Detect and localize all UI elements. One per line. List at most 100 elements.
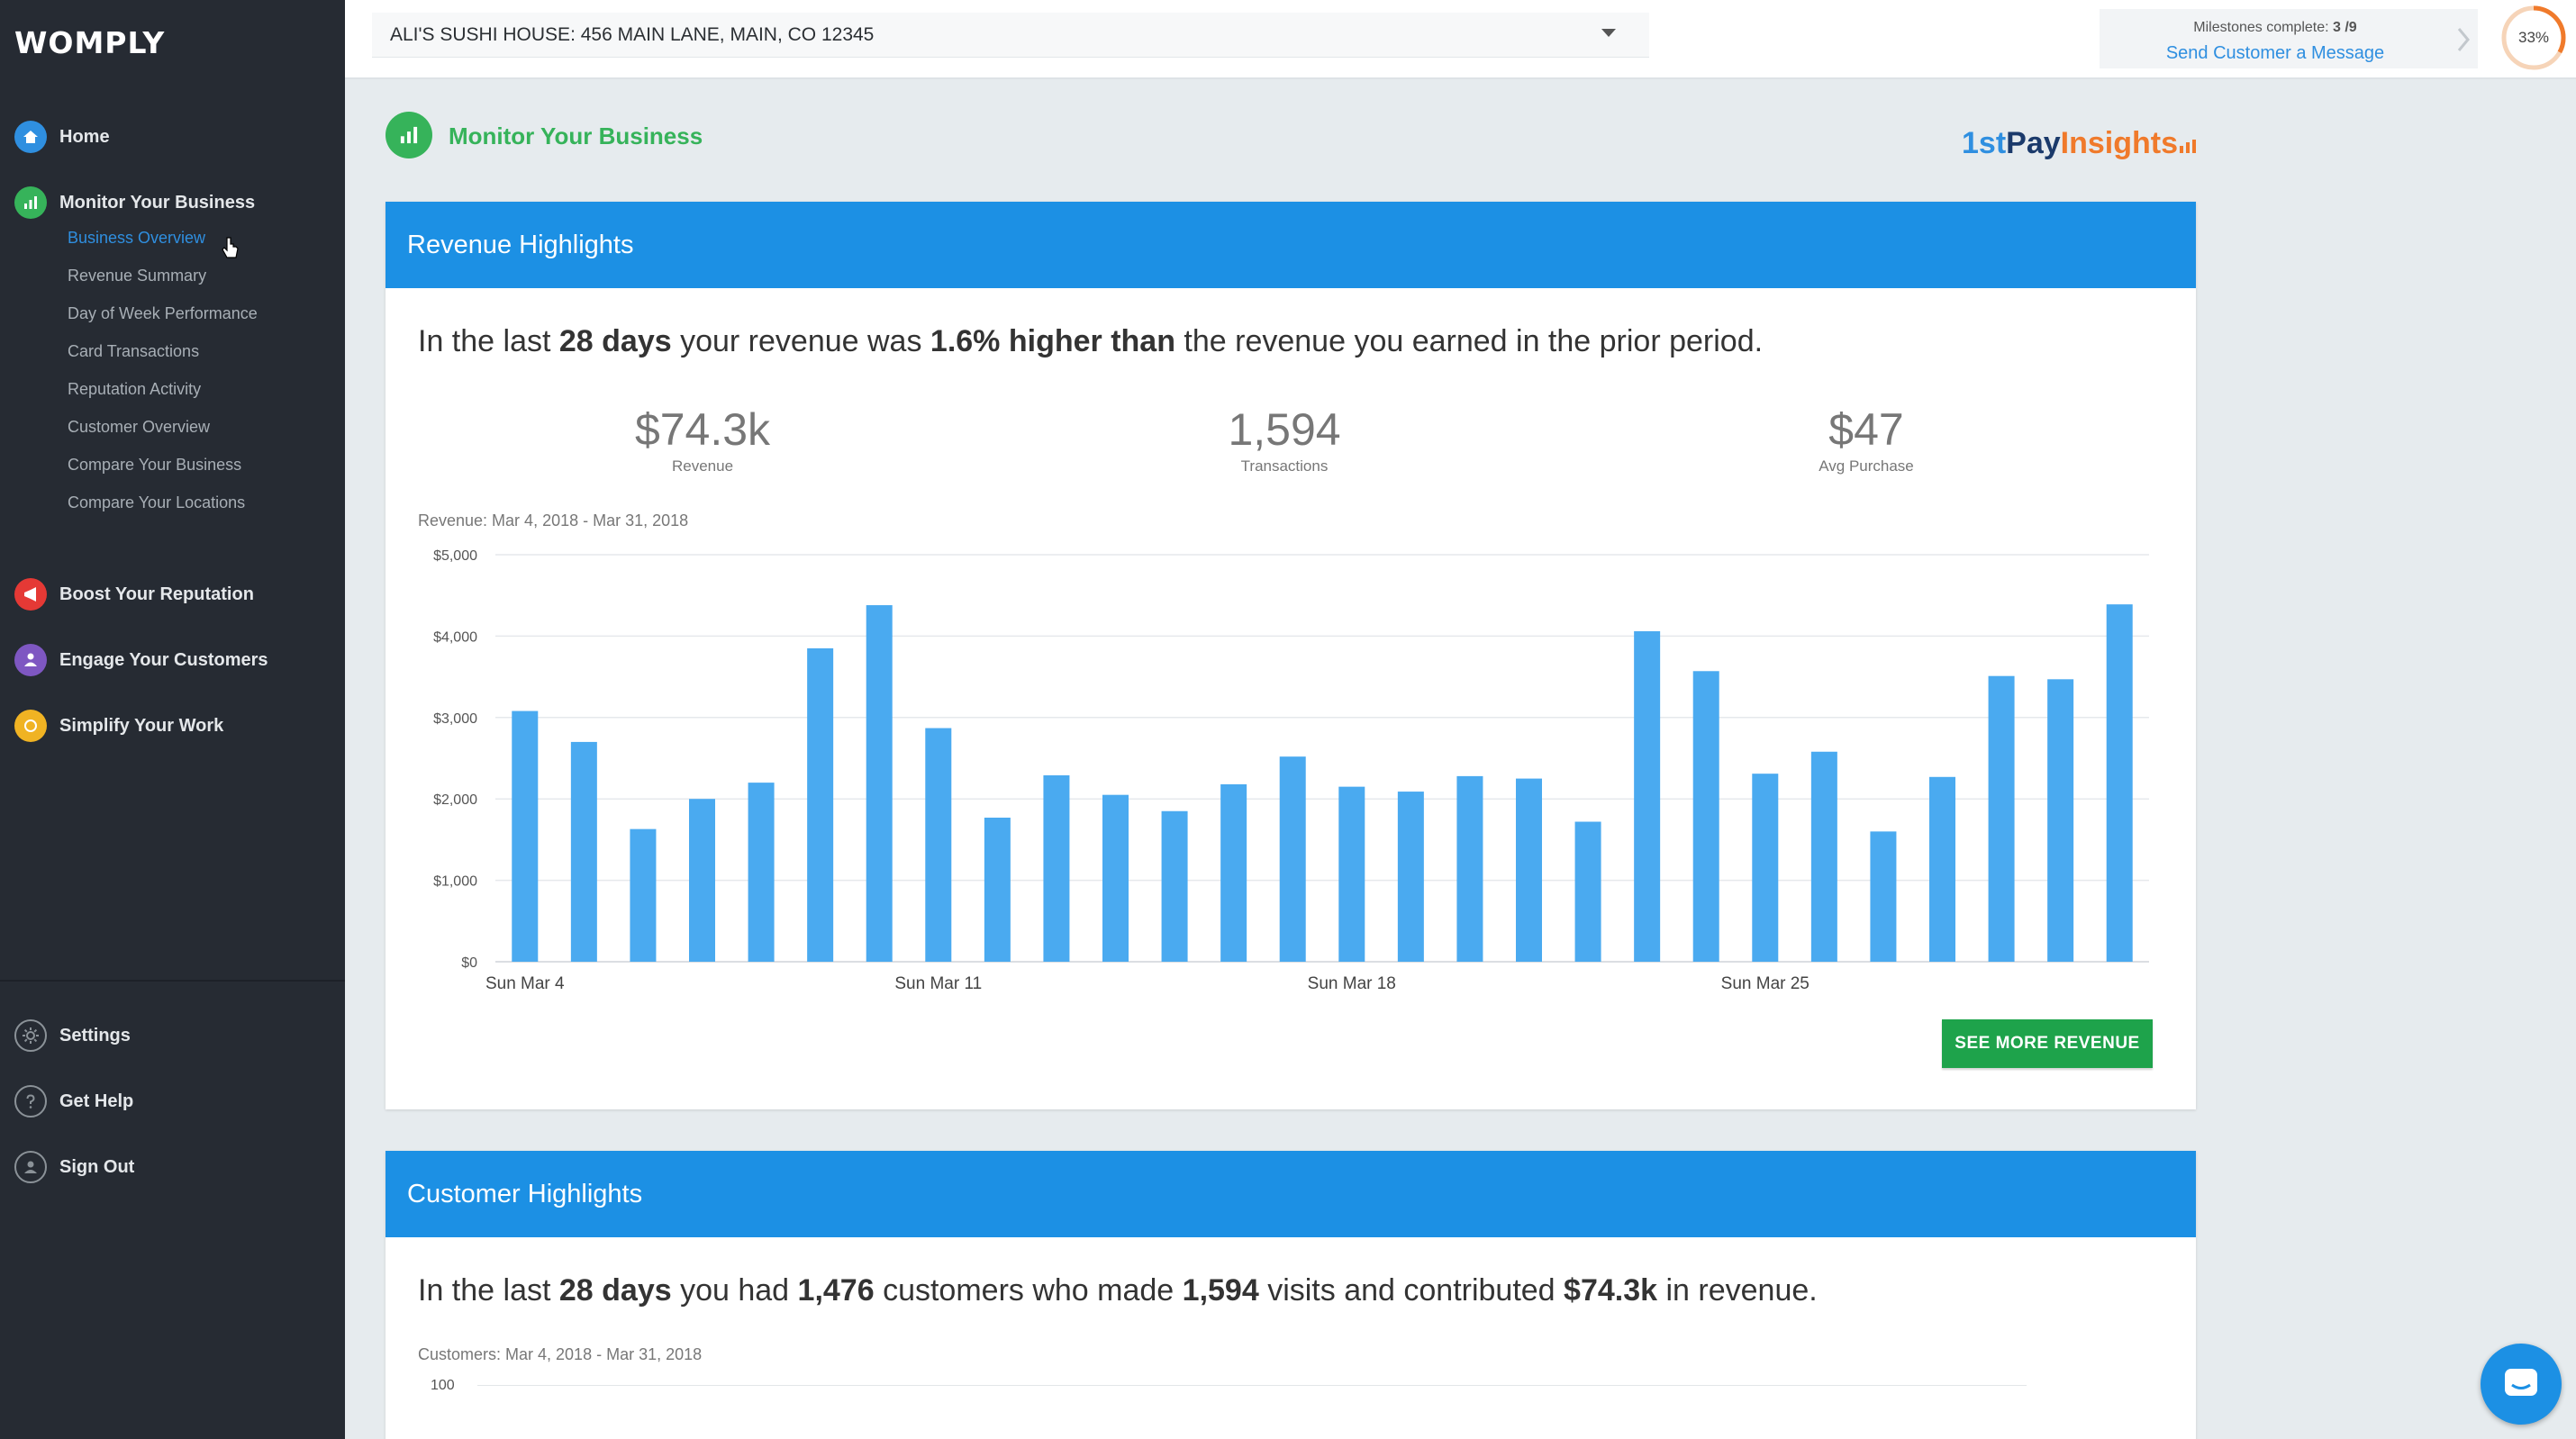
milestone-progress-label: 33% <box>2517 29 2550 46</box>
sidebar-item-home[interactable]: Home <box>14 119 110 155</box>
sidebar-item-engage-your-customers[interactable]: Engage Your Customers <box>14 642 268 678</box>
chart-bar-mar-31[interactable] <box>2106 604 2133 962</box>
chart-bar-mar-6[interactable] <box>630 828 657 962</box>
bar-chart-icon <box>385 112 432 158</box>
chart-bar-mar-4[interactable] <box>512 710 539 962</box>
chart-y-tick-label: $1,000 <box>433 874 477 890</box>
user-icon <box>14 1151 47 1183</box>
chart-bar-mar-16[interactable] <box>1220 783 1247 962</box>
see-more-revenue-button[interactable]: SEE MORE REVENUE <box>1942 1019 2153 1068</box>
chart-bar-mar-15[interactable] <box>1161 810 1188 962</box>
milestone-banner[interactable]: Milestones complete: 3 /9 Send Customer … <box>2100 9 2478 68</box>
chevron-right-icon[interactable] <box>2453 20 2474 59</box>
sidebar-item-label: Engage Your Customers <box>59 649 268 670</box>
chart-bar-mar-10[interactable] <box>866 605 893 962</box>
chart-bar-mar-20[interactable] <box>1456 775 1483 962</box>
sidebar-subitem-reputation-activity[interactable]: Reputation Activity <box>68 380 202 398</box>
help-icon <box>14 1085 47 1118</box>
chart-bar-mar-18[interactable] <box>1338 786 1365 962</box>
kpi-label: Transactions <box>1240 457 1329 475</box>
sidebar-item-label: Sign Out <box>59 1156 135 1177</box>
chat-launcher-button[interactable] <box>2481 1344 2562 1425</box>
gear-icon <box>14 1019 47 1052</box>
sidebar-item-settings[interactable]: Settings <box>14 1018 131 1054</box>
sidebar-item-label: Home <box>59 126 110 147</box>
revenue-summary-sentence: In the last 28 days your revenue was 1.6… <box>418 324 1764 358</box>
sidebar-item-simplify-your-work[interactable]: Simplify Your Work <box>14 708 223 744</box>
business-location-value: ALI'S SUSHI HOUSE: 456 MAIN LANE, MAIN, … <box>390 23 875 45</box>
chart-x-tick-label: Sun Mar 4 <box>485 974 565 993</box>
chart-x-tick-label: Sun Mar 18 <box>1308 974 1396 993</box>
sidebar-subitem-revenue-summary[interactable]: Revenue Summary <box>68 267 207 285</box>
kpi-label: Revenue <box>671 457 734 475</box>
chart-y-tick-label: $3,000 <box>433 711 477 727</box>
chart-bar-mar-7[interactable] <box>689 799 715 962</box>
kpi-value: $74.3k <box>634 404 771 455</box>
sidebar-subitem-day-of-week-performance[interactable]: Day of Week Performance <box>68 304 258 322</box>
customer-summary-sentence: In the last 28 days you had 1,476 custom… <box>418 1273 1818 1308</box>
send-customer-message-link[interactable]: Send Customer a Message <box>2165 43 2385 63</box>
card-header: Customer Highlights <box>385 1151 2196 1237</box>
page-title: Monitor Your Business <box>449 122 703 149</box>
chart-y-tick-label: $2,000 <box>433 792 477 808</box>
chart-bar-mar-19[interactable] <box>1397 792 1424 962</box>
customer-highlights-card: Customer Highlights In the last 28 days … <box>385 1151 2196 1439</box>
chevron-down-icon[interactable] <box>1601 29 1616 37</box>
chart-bar-mar-26[interactable] <box>1810 751 1837 962</box>
logo-chart-mark-icon <box>2179 140 2196 153</box>
partner-logo: 1stPayInsights <box>1962 126 2201 161</box>
chart-y-tick-label: 100 <box>431 1378 455 1393</box>
chart-bar-mar-28[interactable] <box>1929 776 1955 962</box>
kpi-value: $47 <box>1828 404 1904 455</box>
chart-bar-mar-23[interactable] <box>1634 630 1661 962</box>
chart-bar-mar-25[interactable] <box>1752 774 1779 962</box>
revenue-bar-chart: $0 $1,000 $2,000 $3,000 $4,000 $5,000 Sun Mar… <box>433 548 2149 993</box>
chart-bar-mar-13[interactable] <box>1043 774 1070 962</box>
sidebar-item-label: Get Help <box>59 1091 134 1111</box>
sidebar-item-label: Simplify Your Work <box>59 715 224 736</box>
chart-bar-mar-12[interactable] <box>984 817 1011 962</box>
sidebar-item-label: Boost Your Reputation <box>59 584 254 604</box>
sidebar-item-monitor-your-business[interactable]: Monitor Your Business <box>14 185 255 221</box>
sidebar-subitem-business-overview[interactable]: Business Overview <box>68 229 206 247</box>
sidebar-item-boost-your-reputation[interactable]: Boost Your Reputation <box>14 576 254 612</box>
card-header: Revenue Highlights <box>385 202 2196 288</box>
chart-bar-mar-9[interactable] <box>807 647 834 962</box>
chart-y-tick-label: $5,000 <box>433 548 477 564</box>
chart-gridline <box>477 1385 2027 1386</box>
sidebar-item-sign-out[interactable]: Sign Out <box>14 1149 134 1185</box>
chart-bar-mar-17[interactable] <box>1279 756 1306 962</box>
kpi-revenue: $74.3k Revenue <box>567 403 838 475</box>
chart-period-label: Revenue: Mar 4, 2018 - Mar 31, 2018 <box>418 511 689 529</box>
top-bar: ALI'S SUSHI HOUSE: 456 MAIN LANE, MAIN, … <box>345 0 2576 79</box>
chart-bar-mar-30[interactable] <box>2047 679 2074 962</box>
people-icon <box>14 644 47 676</box>
chat-icon <box>2505 1369 2537 1396</box>
sidebar-subitem-compare-your-locations[interactable]: Compare Your Locations <box>68 493 246 511</box>
kpi-value: 1,594 <box>1228 404 1341 455</box>
chart-bar-mar-21[interactable] <box>1516 778 1542 962</box>
chart-x-tick-label: Sun Mar 25 <box>1721 974 1810 993</box>
chart-bar-mar-11[interactable] <box>925 728 952 962</box>
kpi-label: Avg Purchase <box>1819 457 1914 475</box>
sidebar: WOMPLY Home Monitor Your Business Busine… <box>0 0 345 1439</box>
chart-period-label: Customers: Mar 4, 2018 - Mar 31, 2018 <box>418 1345 703 1363</box>
sidebar-subitem-card-transactions[interactable]: Card Transactions <box>68 342 200 360</box>
chart-bar-mar-24[interactable] <box>1692 671 1719 962</box>
sidebar-item-get-help[interactable]: Get Help <box>14 1083 133 1119</box>
chart-bar-mar-8[interactable] <box>748 783 775 962</box>
chart-y-tick-label: $0 <box>461 955 477 971</box>
chart-bar-mar-14[interactable] <box>1102 794 1129 962</box>
milestones-complete-text: Milestones complete: 3 /9 <box>2193 20 2357 35</box>
brand-logo: WOMPLY <box>14 25 166 60</box>
sidebar-subitem-compare-your-business[interactable]: Compare Your Business <box>68 456 242 474</box>
milestone-progress-ring <box>2501 5 2566 70</box>
chart-bar-mar-29[interactable] <box>1988 675 2015 962</box>
business-location-select[interactable]: ALI'S SUSHI HOUSE: 456 MAIN LANE, MAIN, … <box>372 13 1649 58</box>
megaphone-icon <box>14 578 47 611</box>
chart-bar-mar-22[interactable] <box>1574 821 1601 962</box>
chart-bar-mar-27[interactable] <box>1870 831 1897 962</box>
chart-bar-mar-5[interactable] <box>570 741 597 962</box>
sidebar-subitem-customer-overview[interactable]: Customer Overview <box>68 418 211 436</box>
sidebar-item-label: Monitor Your Business <box>59 192 256 213</box>
